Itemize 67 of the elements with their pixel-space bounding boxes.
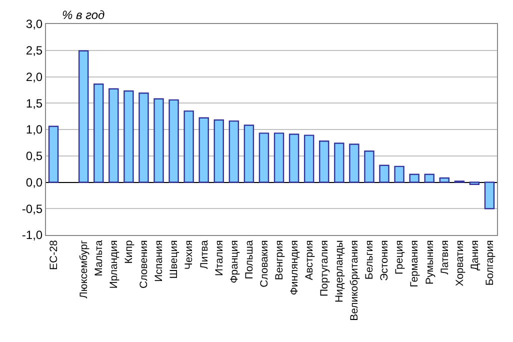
x-tick-label: Испания bbox=[153, 240, 166, 282]
bar bbox=[48, 126, 59, 183]
bar bbox=[439, 177, 450, 183]
bar bbox=[168, 99, 179, 183]
bar bbox=[334, 142, 344, 183]
y-tick-label: -0,5 bbox=[22, 202, 43, 216]
y-tick-label: 0,0 bbox=[26, 175, 43, 190]
y-axis-title: % в год bbox=[62, 8, 106, 22]
x-tick-label: Португалия bbox=[318, 240, 331, 296]
y-tick-label: 1,0 bbox=[26, 122, 43, 137]
bar bbox=[258, 132, 270, 183]
bar bbox=[364, 150, 374, 183]
y-tick-label: 0,5 bbox=[26, 149, 43, 164]
x-tick-label: Латвия bbox=[438, 240, 451, 275]
x-tick-label: Эстония bbox=[378, 240, 391, 281]
bar bbox=[288, 134, 300, 183]
x-tick-label: Италия bbox=[213, 240, 226, 276]
x-tick-label: Финляндия bbox=[288, 240, 300, 296]
x-tick-label: Болгария bbox=[484, 240, 496, 286]
bar bbox=[138, 92, 149, 183]
bar bbox=[469, 182, 480, 185]
x-tick-label: Бельгия bbox=[364, 240, 376, 280]
x-tick-label: Великобритания bbox=[348, 240, 361, 321]
bar bbox=[394, 166, 404, 183]
bar bbox=[304, 134, 314, 183]
x-tick-label: Литва bbox=[198, 240, 210, 270]
bar bbox=[78, 50, 89, 183]
bar bbox=[484, 182, 495, 210]
x-tick-label: Словакия bbox=[258, 240, 270, 288]
x-tick-label: Ирландия bbox=[108, 240, 120, 289]
x-tick-label: Греция bbox=[394, 240, 406, 275]
bar bbox=[124, 90, 134, 183]
bar bbox=[379, 164, 390, 183]
bar bbox=[154, 98, 164, 183]
y-tick-label: 2,5 bbox=[26, 44, 43, 58]
y-tick-label: 3,0 bbox=[26, 17, 43, 32]
y-tick-label: -1,0 bbox=[22, 228, 43, 242]
bar bbox=[409, 174, 420, 183]
y-tick-label: 2,0 bbox=[26, 70, 43, 84]
bar bbox=[228, 120, 240, 183]
x-tick-label: Словения bbox=[138, 240, 150, 289]
x-tick-label: Швеция bbox=[168, 240, 180, 279]
x-tick-label: Польша bbox=[243, 240, 256, 280]
x-tick-label: Хорватия bbox=[454, 240, 466, 286]
bar bbox=[244, 124, 254, 183]
bar bbox=[184, 110, 194, 183]
x-tick-label: Румыния bbox=[424, 240, 436, 284]
x-tick-label: Люксембург bbox=[78, 240, 90, 298]
x-tick-label: Чехия bbox=[183, 240, 196, 270]
bar bbox=[274, 132, 284, 183]
y-tick-label: 1,5 bbox=[26, 96, 43, 110]
x-tick-label: Нидерланды bbox=[334, 240, 346, 303]
x-tick-label: Австрия bbox=[303, 240, 316, 280]
bar bbox=[319, 140, 330, 183]
bar bbox=[214, 119, 224, 183]
x-tick-label: Мальта bbox=[93, 240, 106, 276]
x-tick-label: Кипр bbox=[123, 240, 136, 264]
bar bbox=[424, 174, 434, 183]
x-tick-label: Дания bbox=[468, 240, 481, 271]
x-tick-label: Германия bbox=[408, 240, 421, 288]
x-tick-label: Венгрия bbox=[273, 240, 286, 280]
x-tick-label: ЕС-28 bbox=[48, 240, 60, 270]
bar bbox=[94, 84, 104, 183]
bar bbox=[349, 144, 360, 183]
bar bbox=[198, 117, 209, 183]
bar bbox=[108, 88, 119, 183]
x-tick-label: Франция bbox=[228, 240, 240, 284]
